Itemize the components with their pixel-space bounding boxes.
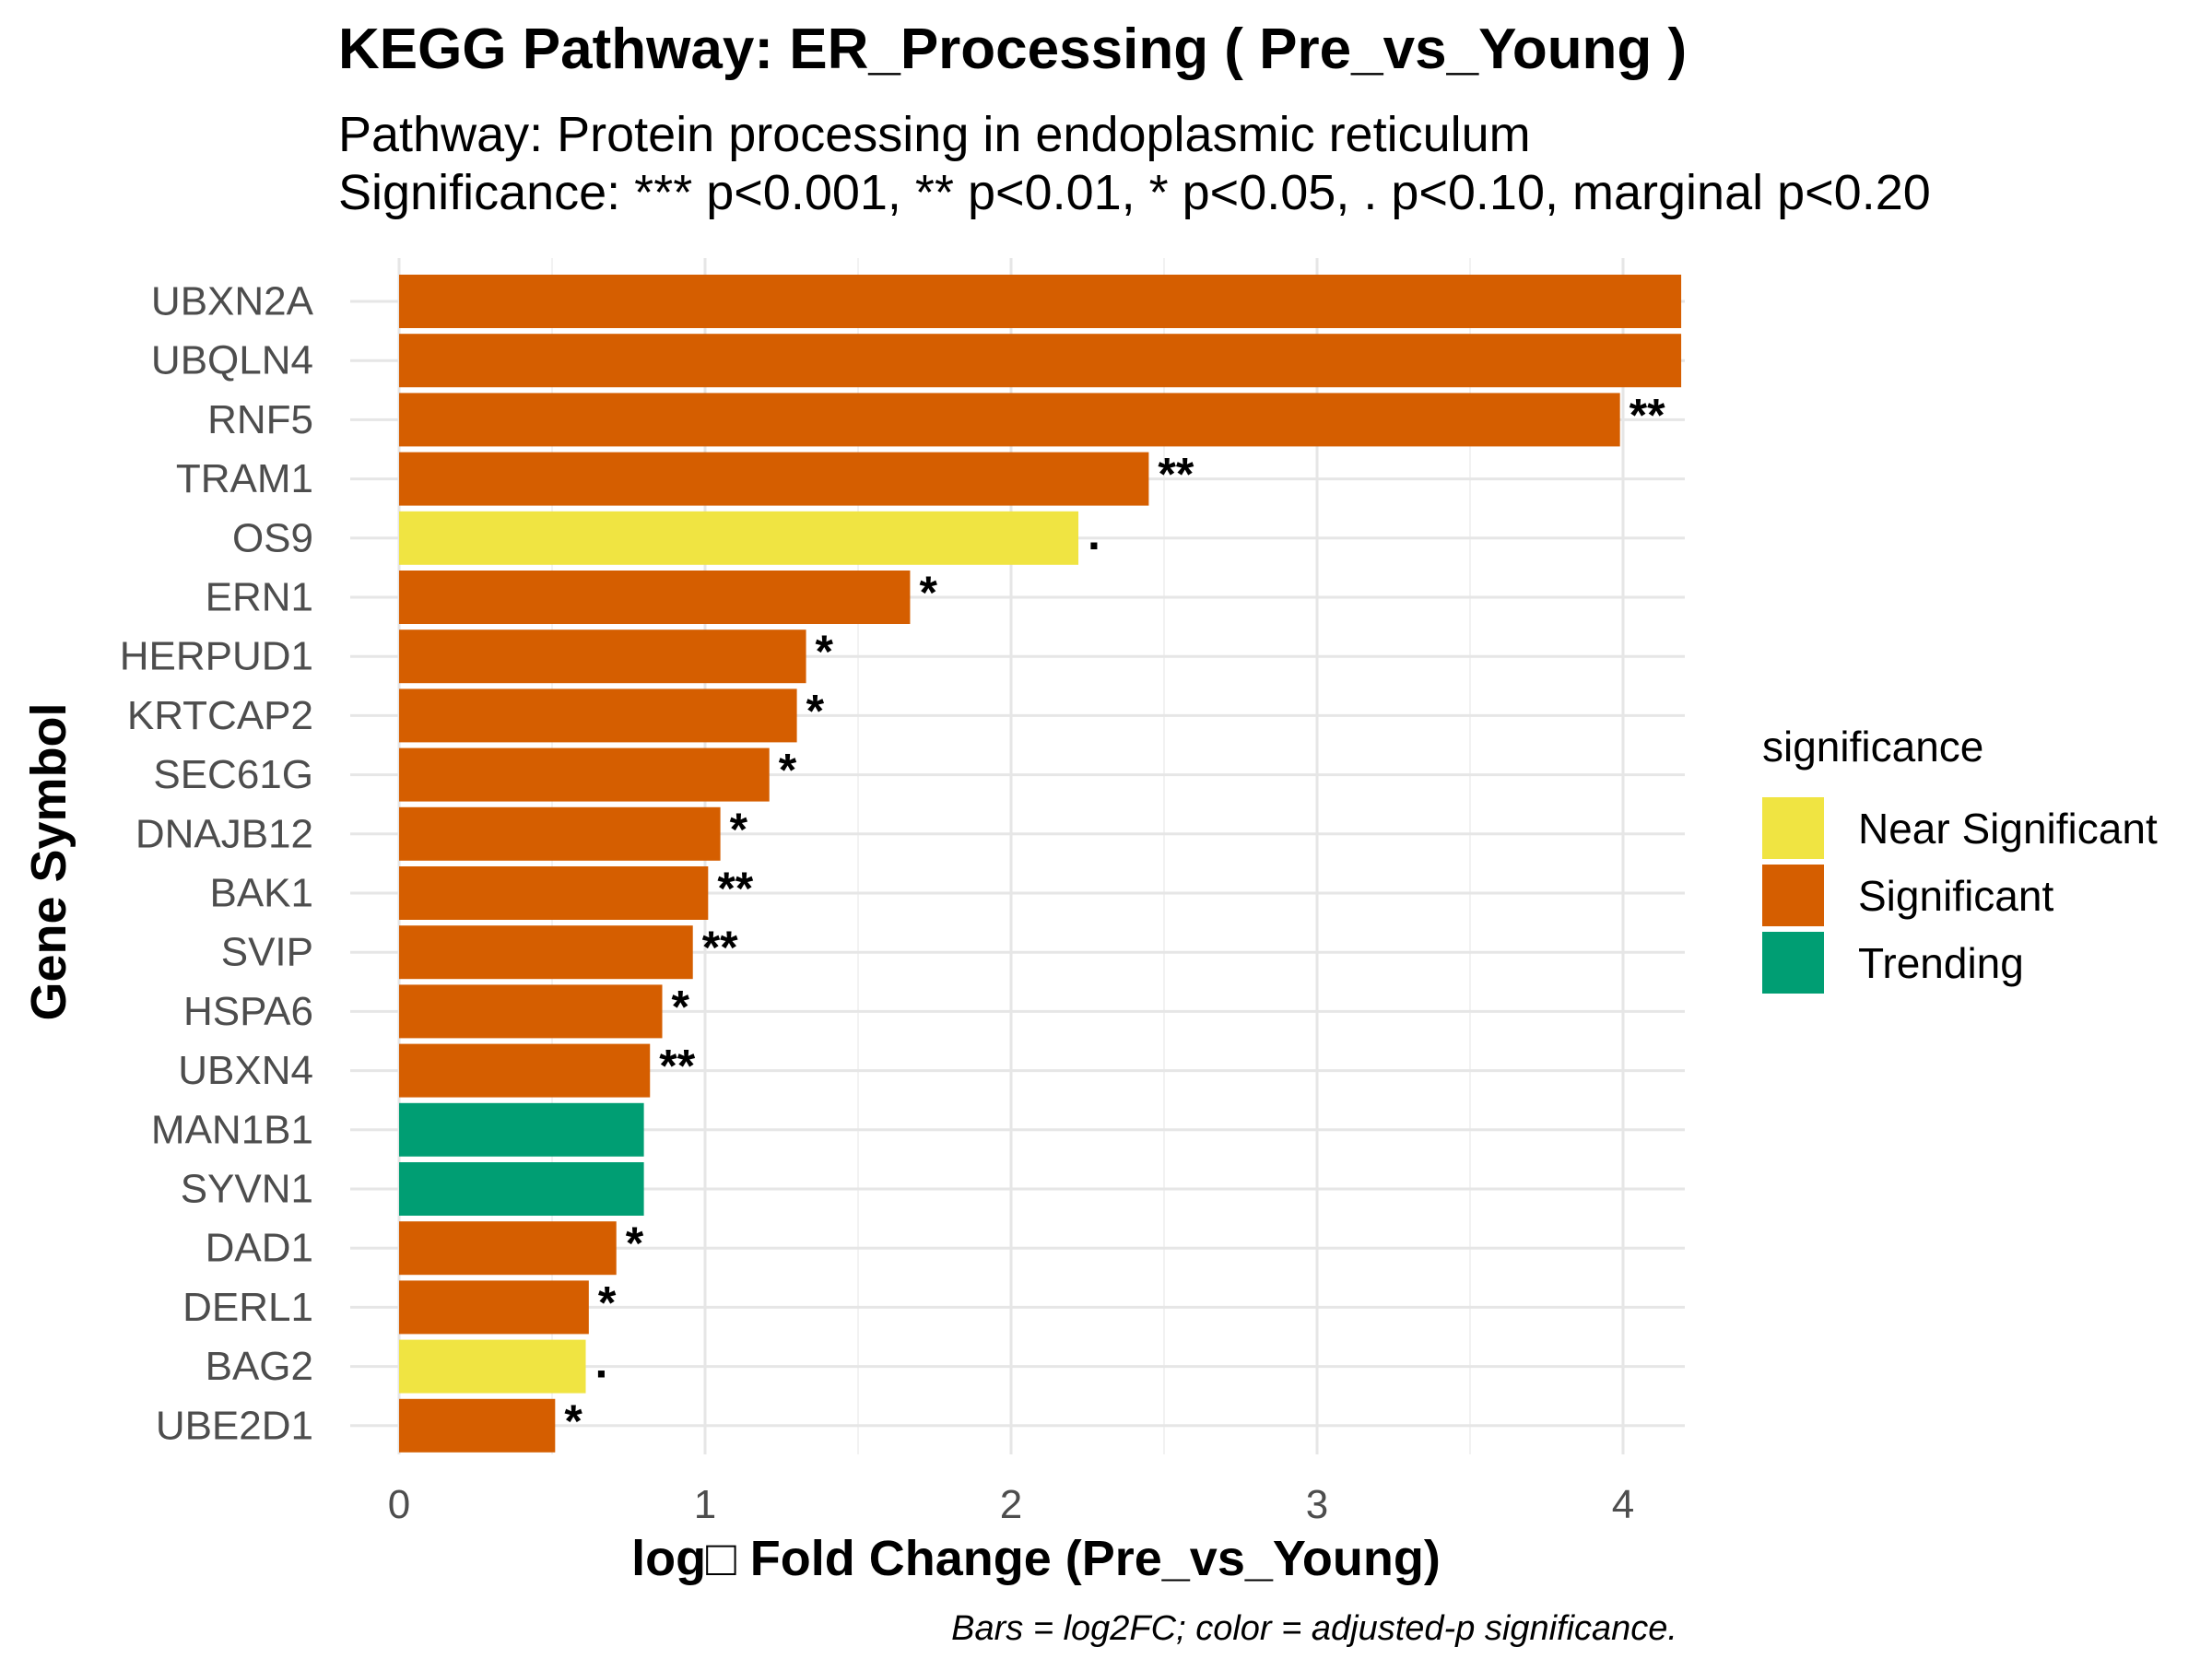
y-tick-label: HERPUD1 [120,634,313,679]
bar [399,629,806,684]
significance-label: ** [717,863,753,914]
y-tick-label: DAD1 [206,1226,313,1271]
significance-label: . [1088,508,1100,559]
bar [399,1280,589,1335]
legend-key [1762,932,1824,994]
chart-subtitle-significance: Significance: *** p<0.001, ** p<0.01, * … [338,165,1931,220]
bar [399,925,693,980]
legend-title: significance [1762,723,1983,771]
y-tick-label: BAG2 [206,1344,313,1389]
significance-label: ** [702,922,738,973]
bar [399,1339,586,1394]
bar [399,866,709,920]
bar [399,1162,644,1216]
chart-title: KEGG Pathway: ER_Processing ( Pre_vs_You… [338,18,1688,81]
y-tick-label: SVIP [221,930,313,975]
y-tick-label: SEC61G [153,752,313,797]
y-tick-label: UBQLN4 [151,338,313,383]
y-tick-label: DERL1 [182,1285,313,1330]
significance-label: * [626,1218,644,1269]
significance-label: * [816,626,834,677]
x-tick-label: 0 [388,1482,410,1527]
significance-label: * [919,567,937,618]
x-axis-label: log□ Fold Change (Pre_vs_Young) [631,1531,1441,1586]
bar [399,1102,644,1157]
y-tick-label: DNAJB12 [135,811,313,856]
x-tick-label: 1 [694,1482,716,1527]
significance-label: * [779,745,797,796]
legend-label: Near Significant [1858,805,2158,853]
bar [399,1398,556,1453]
y-tick-label: MAN1B1 [151,1107,313,1152]
bar [399,984,663,1039]
y-tick-label: KRTCAP2 [127,693,313,738]
bar [399,688,797,743]
y-tick-label: UBXN2A [151,279,314,324]
y-axis-label: Gene Symbol [21,702,76,1021]
bar [399,275,1682,328]
legend-key [1762,865,1824,926]
x-tick-label: 4 [1612,1482,1634,1527]
y-tick-label: HSPA6 [183,989,313,1034]
y-tick-label: SYVN1 [181,1167,313,1212]
bar [399,1221,617,1276]
y-tick-label: UBE2D1 [156,1403,313,1448]
y-tick-label: ERN1 [206,575,313,620]
y-tick-label: TRAM1 [176,456,313,501]
chart-caption: Bars = log2FC; color = adjusted-p signif… [951,1609,1677,1648]
significance-label: * [598,1277,617,1328]
x-tick-label: 3 [1306,1482,1328,1527]
bar [399,334,1682,388]
x-tick-label: 2 [1000,1482,1022,1527]
bar [399,806,721,861]
y-tick-label: UBXN4 [178,1048,313,1093]
bar [399,452,1149,506]
bar [399,747,770,802]
y-tick-label: OS9 [232,515,313,560]
significance-label: ** [1158,449,1194,500]
y-tick-label: BAK1 [209,871,313,916]
significance-label: * [564,1395,582,1447]
significance-label: ** [1630,389,1665,441]
bar [399,393,1620,447]
significance-label: ** [659,1041,695,1092]
legend-key [1762,797,1824,859]
bar [399,511,1079,565]
significance-label: . [595,1336,608,1388]
legend-label: Trending [1858,939,2024,987]
significance-label: * [672,981,690,1032]
legend-label: Significant [1858,872,2053,920]
y-tick-label: RNF5 [207,397,313,442]
significance-label: * [730,804,748,855]
bar [399,1043,651,1098]
significance-label: * [806,685,825,736]
bar [399,571,911,624]
chart-subtitle-pathway: Pathway: Protein processing in endoplasm… [338,107,1531,162]
